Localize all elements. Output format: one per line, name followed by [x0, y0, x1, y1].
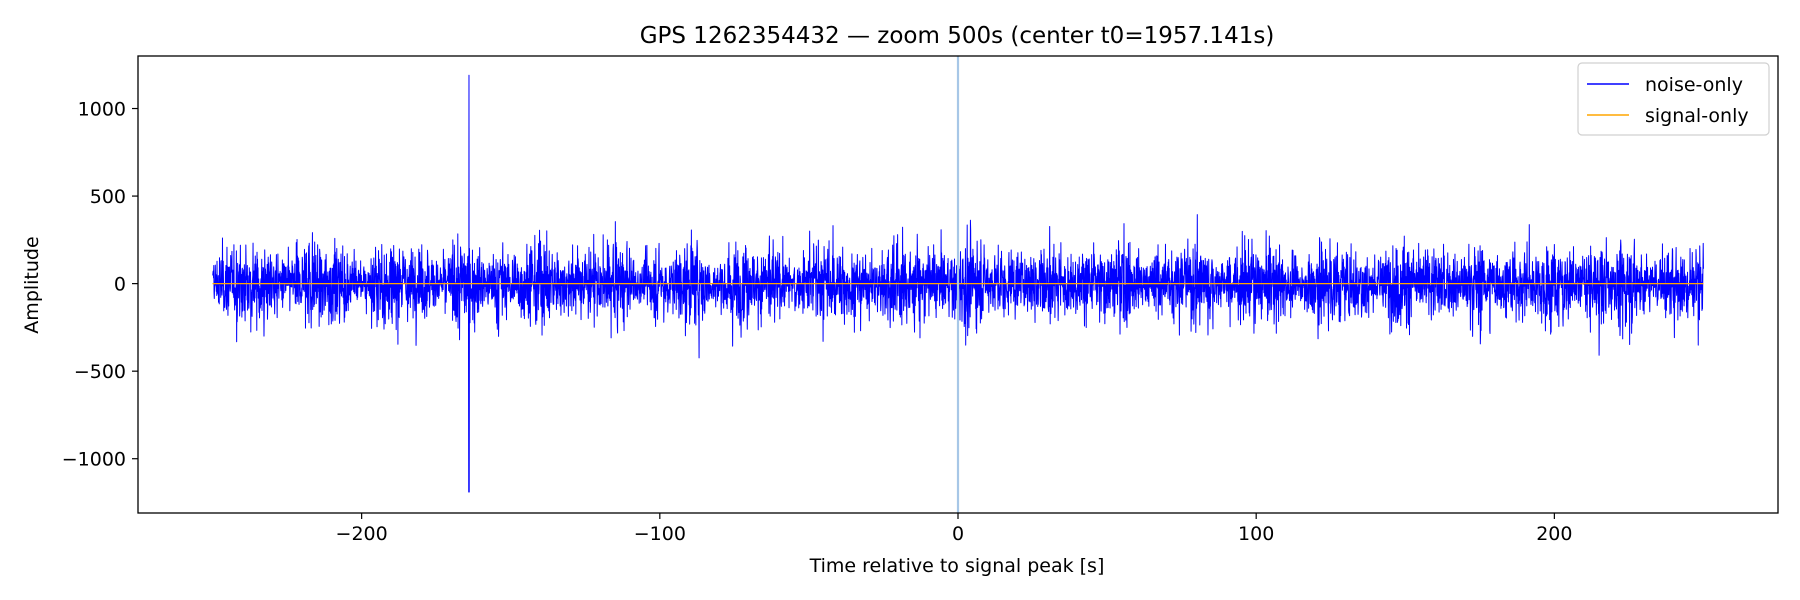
legend-label-signal-only: signal-only [1645, 105, 1749, 127]
y-axis-title: Amplitude [21, 236, 43, 333]
y-tick-label: −1000 [62, 449, 126, 471]
legend-box [1577, 62, 1770, 136]
legend-label-noise-only: noise-only [1645, 74, 1743, 96]
y-tick-label: −500 [74, 361, 126, 383]
x-axis-title: Time relative to signal peak [s] [809, 555, 1105, 577]
x-tick-label: −200 [336, 523, 388, 545]
y-tick-label: 500 [90, 186, 126, 208]
x-tick-label: 100 [1238, 523, 1274, 545]
legend: noise-only signal-only [1577, 62, 1770, 136]
chart-title: GPS 1262354432 — zoom 500s (center t0=19… [640, 23, 1275, 49]
y-tick-label: 0 [114, 274, 126, 296]
x-tick-label: 200 [1536, 523, 1572, 545]
x-tick-label: −100 [634, 523, 686, 545]
x-tick-label: 0 [952, 523, 964, 545]
y-tick-label: 1000 [78, 99, 126, 121]
plot-area [212, 56, 1704, 513]
